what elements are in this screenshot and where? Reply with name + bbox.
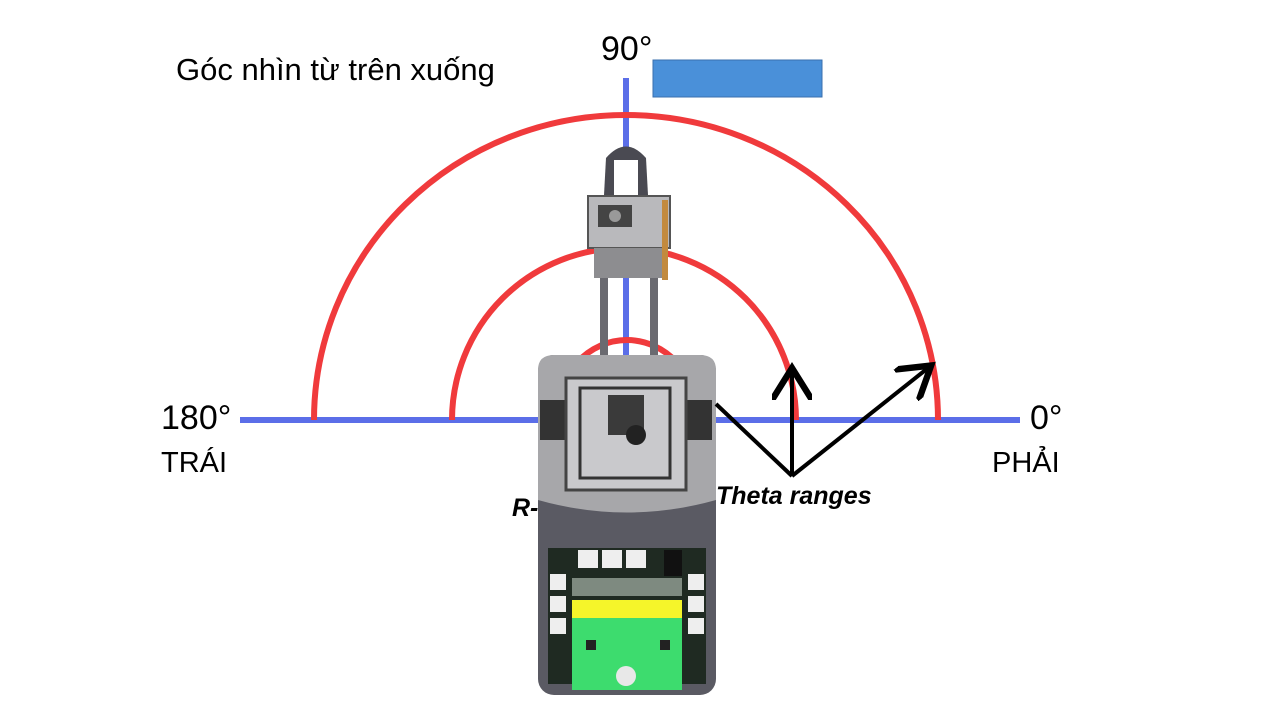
theta-ranges-label: Theta ranges (716, 482, 872, 510)
left-side-label: TRÁI (161, 447, 228, 479)
angle-0-label: 0° (1030, 399, 1063, 437)
label-box (652, 59, 823, 98)
angle-90-label: 90° (601, 30, 653, 68)
outer-arc (311, 112, 941, 421)
controller-board-icon (548, 548, 706, 690)
arrow-icon (714, 368, 928, 478)
robot-label-fragment: R- (512, 494, 539, 522)
right-side-label: PHẢI (992, 447, 1060, 479)
robot-arm-icon (587, 146, 671, 388)
page-title: Góc nhìn từ trên xuống (176, 52, 495, 87)
angle-180-label: 180° (161, 399, 232, 437)
